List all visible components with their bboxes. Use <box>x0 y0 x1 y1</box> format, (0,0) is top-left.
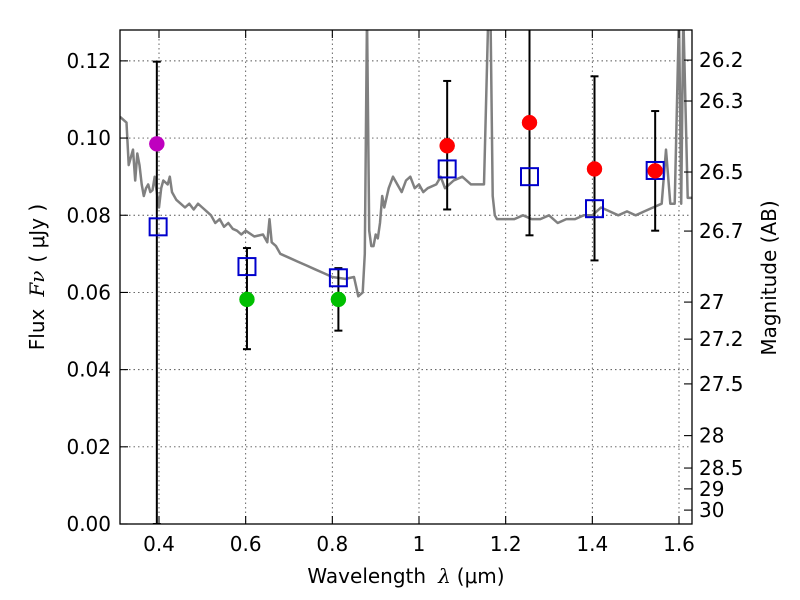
model-point <box>585 199 604 219</box>
x-axis-label-prefix: Wavelength <box>307 564 426 588</box>
x-axis: 0.4 0.6 0.8 1 1.2 1.4 1.6 <box>143 30 695 556</box>
model-point <box>520 167 539 187</box>
x-tick-label: 1.4 <box>576 532 608 556</box>
model-point <box>437 159 457 179</box>
observed-point <box>239 291 255 308</box>
spectrum-layer <box>120 30 692 298</box>
x-tick-label: 0.8 <box>316 532 348 556</box>
model-point <box>148 217 168 237</box>
y2-tick-label: 27.2 <box>699 327 744 351</box>
y2-tick-label: 28 <box>699 424 724 448</box>
observed-point <box>149 136 165 152</box>
y-axis-label: Flux Fν ( μJy ) <box>25 204 49 350</box>
y2-tick-label: 26.7 <box>699 219 744 243</box>
y2-tick-label: 27.5 <box>699 372 744 396</box>
y2-tick-label: 26.5 <box>699 160 744 184</box>
observed-point-layer <box>149 114 663 308</box>
observed-point <box>647 163 663 179</box>
y2-tick-label: 27 <box>699 290 724 314</box>
y2-tick-label: 29 <box>699 477 724 501</box>
y-tick-label: 0.10 <box>66 126 111 150</box>
model-point <box>328 268 348 288</box>
y-tick-label: 0.12 <box>66 49 111 73</box>
y-axis-label-symbol: Fν <box>25 271 49 298</box>
y2-tick-label: 26.3 <box>699 89 744 113</box>
spectrum-line <box>120 30 692 298</box>
y2-tick-label: 26.2 <box>699 48 744 72</box>
y-tick-label: 0.08 <box>66 203 111 227</box>
y-tick-label: 0.02 <box>66 435 111 459</box>
x-tick-label: 0.4 <box>143 532 175 556</box>
model-point <box>237 257 257 277</box>
x-tick-label: 0.6 <box>230 532 262 556</box>
y2-tick-label: 28.5 <box>699 456 744 480</box>
y-tick-label: 0.04 <box>66 358 111 382</box>
x-axis-label-unit: (μm) <box>457 564 505 588</box>
observed-point <box>521 114 538 131</box>
x-axis-label: Wavelength λ (μm) <box>307 564 504 588</box>
y2-tick-label: 30 <box>699 498 724 522</box>
observed-point <box>330 291 347 308</box>
y-axis-label-unit: ( μJy ) <box>25 204 49 263</box>
observed-point <box>439 138 455 154</box>
y-axis: 0.00 0.02 0.04 0.06 0.08 0.10 0.12 <box>66 49 128 536</box>
y-tick-label: 0.00 <box>66 512 111 536</box>
x-tick-label: 1 <box>413 532 426 556</box>
y-axis-label-prefix: Flux <box>25 308 49 350</box>
x-tick-label: 1.6 <box>663 532 695 556</box>
y-tick-label: 0.06 <box>66 280 111 304</box>
model-point <box>645 160 665 180</box>
observed-point <box>586 161 603 177</box>
y2-axis-label: Magnitude (AB) <box>757 200 781 355</box>
x-axis-label-symbol: λ <box>437 564 451 588</box>
x-tick-label: 1.2 <box>490 532 522 556</box>
model-point-layer <box>148 159 665 288</box>
plot-frame <box>119 29 693 525</box>
